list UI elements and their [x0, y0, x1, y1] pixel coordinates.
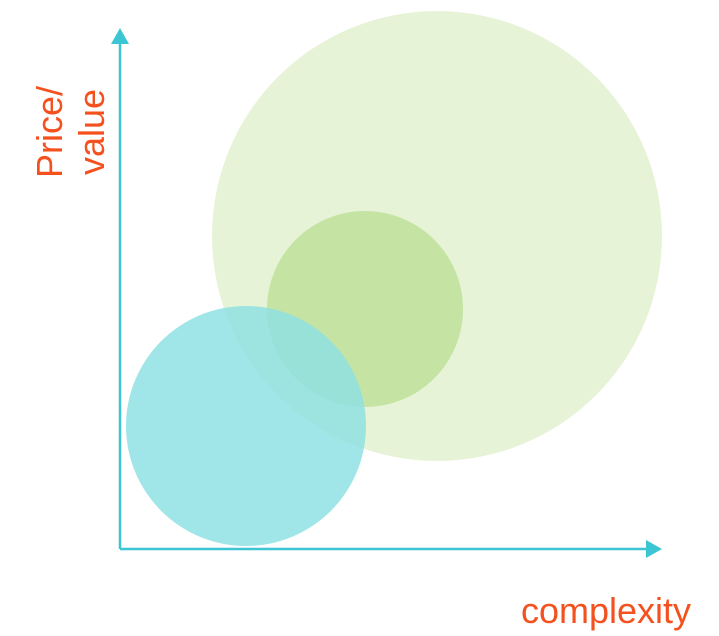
- x-axis-label: complexity: [521, 590, 691, 631]
- small-circle: [126, 306, 366, 546]
- y-axis-label-line2: value: [71, 89, 112, 175]
- y-axis-arrowhead: [111, 28, 129, 44]
- x-axis-arrowhead: [646, 540, 662, 558]
- y-axis-label-line1: Price/: [29, 86, 70, 178]
- y-axis-label: Price/ value: [29, 86, 112, 178]
